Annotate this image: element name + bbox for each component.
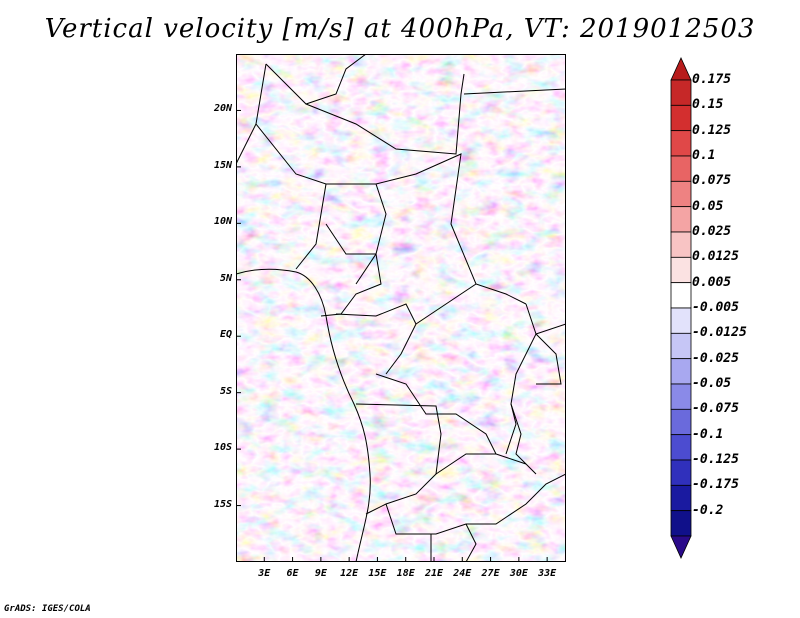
colorbar-segment [670, 206, 692, 233]
latitude-ticks [236, 109, 241, 507]
lat-label: EQ [219, 329, 232, 341]
colorbar-max-triangle [670, 57, 692, 81]
map-frame [236, 54, 566, 562]
colorbar [670, 57, 692, 559]
colorbar-segment [670, 282, 692, 309]
colorbar-label: 0.175 [692, 72, 732, 87]
colorbar-segment [670, 155, 692, 182]
colorbar-label: 0.025 [692, 224, 732, 239]
lon-label: 24E [453, 568, 472, 579]
colorbar-label: -0.005 [692, 300, 739, 315]
lon-label: 33E [538, 568, 557, 579]
colorbar-segment [670, 383, 692, 410]
colorbar-segment [670, 510, 692, 537]
lon-label: 6E [286, 568, 299, 579]
grads-credit: GrADS: IGES/COLA [4, 604, 91, 614]
lat-label: 15N [213, 159, 232, 171]
longitude-ticks [263, 557, 548, 562]
colorbar-segment [670, 180, 692, 208]
lat-label: 15S [213, 498, 232, 510]
country-borders [236, 54, 566, 562]
lon-label: 27E [481, 568, 500, 579]
colorbar-label: -0.175 [692, 477, 739, 493]
colorbar-label: 0.05 [692, 198, 724, 214]
colorbar-label: 0.075 [692, 173, 732, 189]
lon-label: 18E [396, 568, 415, 579]
velocity-streaks [236, 54, 566, 562]
colorbar-segment [670, 434, 692, 461]
colorbar-segment [670, 459, 692, 486]
lon-label: 30E [509, 568, 528, 579]
map-title: Vertical velocity [m/s] at 400hPa, VT: 2… [44, 14, 756, 44]
colorbar-segment [670, 358, 692, 385]
colorbar-segment [670, 332, 692, 360]
colorbar-segment [670, 79, 692, 106]
lat-label: 5S [219, 385, 232, 397]
lon-label: 21E [424, 568, 444, 579]
lon-label: 12E [340, 568, 359, 579]
colorbar-segment [670, 307, 692, 334]
colorbar-segment [670, 256, 692, 284]
lon-label: 3E [258, 568, 271, 579]
colorbar-segment [670, 130, 692, 157]
lon-label: 15E [368, 568, 387, 579]
lat-label: 20N [213, 103, 232, 115]
lon-label: 9E [314, 568, 327, 579]
map-panel [236, 54, 566, 562]
colorbar-segment [670, 408, 692, 436]
colorbar-label: 0.125 [692, 122, 732, 138]
colorbar-min-triangle [670, 535, 692, 559]
colorbar-segment [670, 484, 692, 512]
colorbar-segment [670, 104, 692, 132]
colorbar-label: -0.025 [692, 350, 739, 366]
lat-label: 10S [213, 442, 232, 454]
colorbar-label: 0.1 [692, 148, 716, 163]
colorbar-label: -0.075 [692, 401, 739, 417]
colorbar-label: 0.0125 [692, 249, 739, 265]
lat-label: 10N [213, 216, 232, 228]
colorbar-label: -0.1 [692, 426, 724, 442]
colorbar-label: 0.15 [692, 97, 724, 113]
colorbar-segment [670, 231, 692, 258]
colorbar-label: -0.05 [692, 376, 732, 391]
colorbar-label: -0.2 [692, 502, 724, 518]
colorbar-label: -0.0125 [692, 325, 747, 341]
colorbar-label: -0.125 [692, 452, 739, 467]
lat-label: 5N [219, 272, 232, 284]
colorbar-label: 0.005 [692, 274, 732, 290]
vertical-velocity-field [236, 54, 566, 562]
